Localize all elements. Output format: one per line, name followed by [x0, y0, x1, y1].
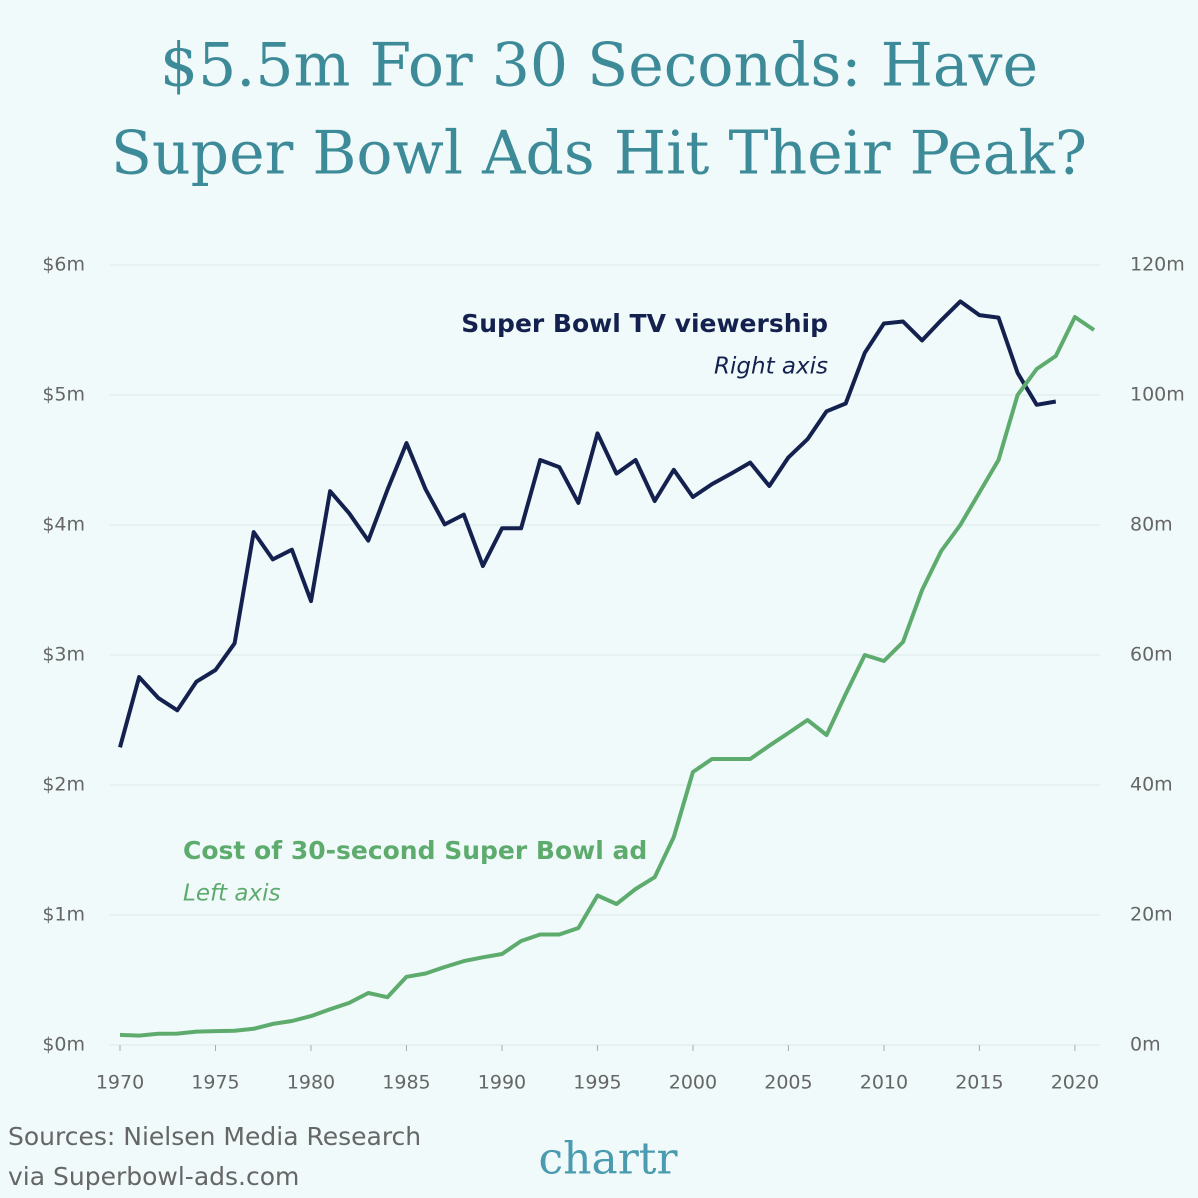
legend-label: Super Bowl TV viewership — [461, 309, 828, 338]
y-tick-label: $6m — [42, 254, 85, 276]
y-tick-label: $5m — [42, 384, 85, 406]
y2-tick-label: 80m — [1130, 514, 1173, 536]
y2-tick-label: 40m — [1130, 774, 1173, 796]
x-tick-label: 1990 — [478, 1072, 526, 1094]
legend-label: Cost of 30-second Super Bowl ad — [183, 836, 647, 865]
x-tick-label: 2000 — [669, 1072, 717, 1094]
x-tick-label: 2015 — [955, 1072, 1003, 1094]
series-line — [119, 315, 1096, 1038]
y-tick-label: $0m — [42, 1034, 85, 1056]
brand: chartr — [539, 1134, 679, 1185]
series-line — [118, 299, 1057, 748]
legend-note: Left axis — [183, 881, 280, 907]
x-tick-label: 1980 — [287, 1072, 335, 1094]
source: via Superbowl-ads.com — [8, 1162, 299, 1191]
x-tick-label: 1985 — [382, 1072, 430, 1094]
y2-tick-label: 20m — [1130, 904, 1173, 926]
chart-title: Super Bowl Ads Hit Their Peak? — [111, 119, 1087, 189]
chart-title: $5.5m For 30 Seconds: Have — [160, 31, 1038, 101]
y2-tick-label: 120m — [1130, 254, 1185, 276]
x-tick-label: 1995 — [573, 1072, 621, 1094]
y-tick-label: $4m — [42, 514, 85, 536]
source: Sources: Nielsen Media Research — [8, 1122, 421, 1151]
x-tick-label: 1975 — [191, 1072, 239, 1094]
y-tick-label: $2m — [42, 774, 85, 796]
y2-tick-label: 0m — [1130, 1034, 1161, 1056]
x-tick-label: 2010 — [860, 1072, 908, 1094]
legend-note: Right axis — [714, 354, 828, 380]
x-tick-label: 1970 — [96, 1072, 144, 1094]
x-tick-label: 2020 — [1051, 1072, 1099, 1094]
y-tick-label: $3m — [42, 644, 85, 666]
y2-tick-label: 100m — [1130, 384, 1185, 406]
y2-tick-label: 60m — [1130, 644, 1173, 666]
x-tick-label: 2005 — [764, 1072, 812, 1094]
y-tick-label: $1m — [42, 904, 85, 926]
